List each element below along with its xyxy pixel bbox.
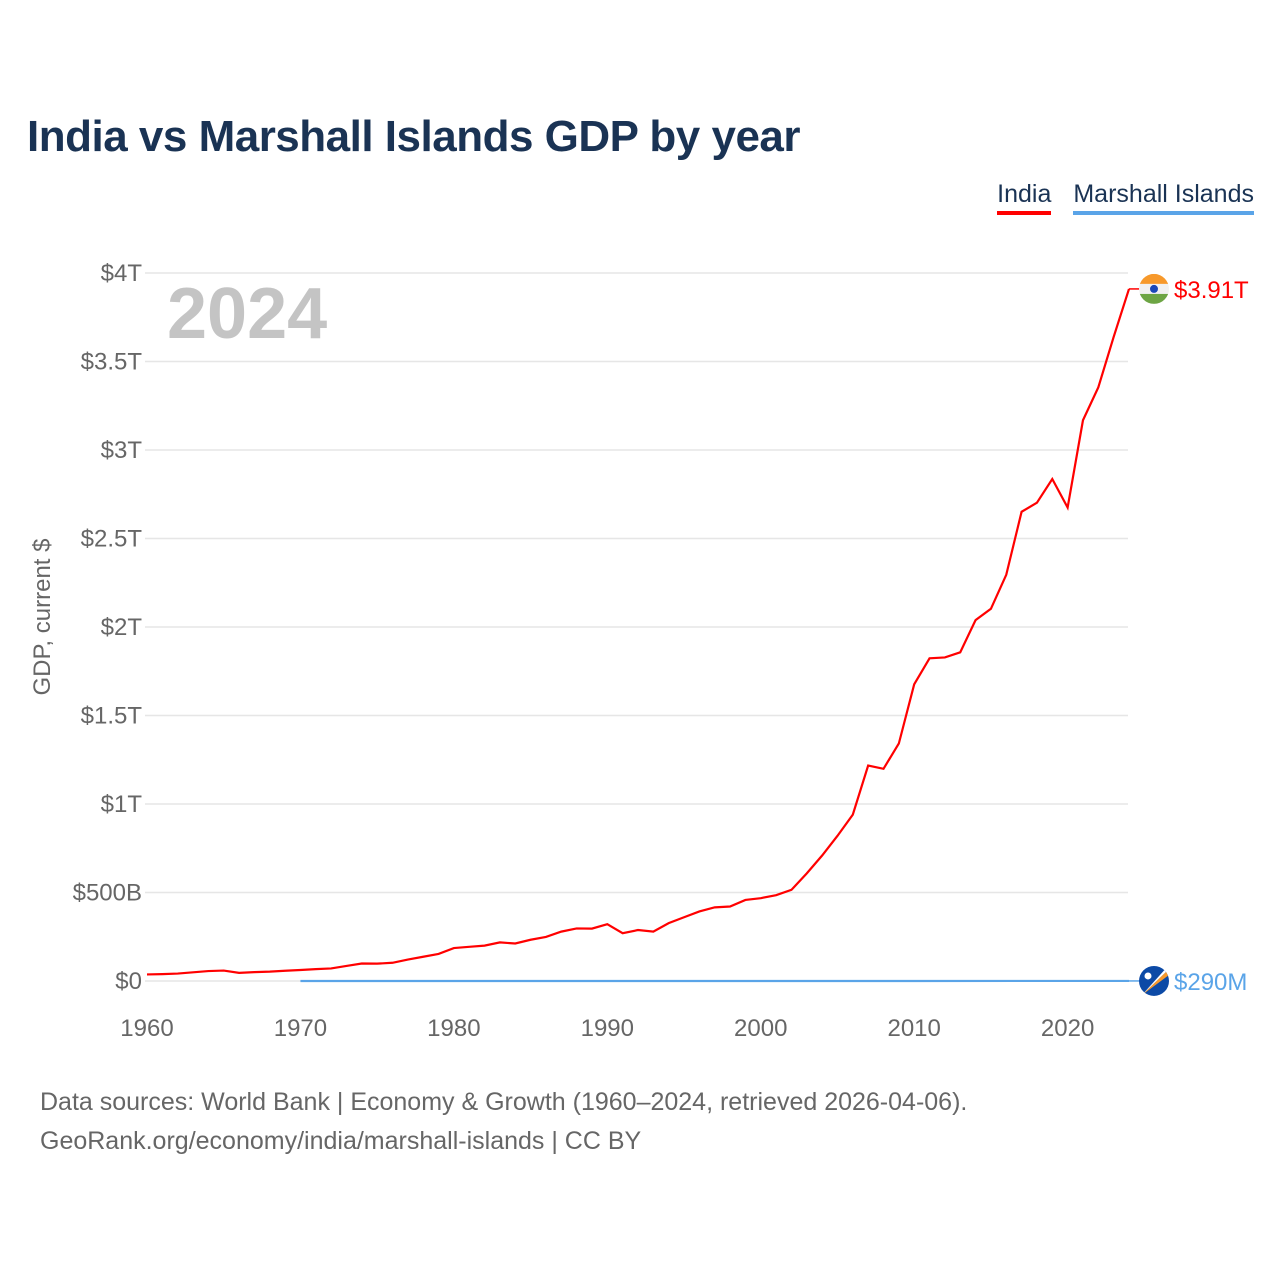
x-tick-label: 1960 [120,1015,173,1042]
y-tick-label: $2.5T [81,526,143,553]
x-tick-label: 2000 [734,1015,787,1042]
y-tick-label: $1T [101,791,143,818]
y-tick-label: $1.5T [81,703,143,730]
series-line-india [146,288,1131,976]
footer: Data sources: World Bank | Economy & Gro… [40,1083,967,1161]
x-tick-label: 1970 [274,1015,327,1042]
y-tick-label: $2T [101,614,143,641]
end-label-india: $3.91T [1174,277,1249,304]
y-tick-label: $3T [101,437,143,464]
source-link[interactable]: GeoRank.org/economy/india/marshall-islan… [40,1127,642,1155]
y-tick-label: $4T [101,260,143,287]
y-axis-label: GDP, current $ [29,539,56,696]
india-flag-icon [1139,273,1169,304]
legend-india[interactable]: India [997,180,1052,215]
end-label-marshall-islands: $290M [1174,969,1247,996]
x-tick-label: 2020 [1041,1015,1094,1042]
y-tick-label: $500B [73,880,142,907]
legend: India Marshall Islands [997,180,1254,215]
x-tick-label: 1980 [427,1015,480,1042]
year-watermark: 2024 [167,274,327,354]
y-tick-label: $3.5T [81,349,143,376]
legend-marshall-islands[interactable]: Marshall Islands [1073,180,1254,215]
x-tick-label: 1990 [581,1015,634,1042]
x-tick-label: 2010 [887,1015,940,1042]
y-tick-label: $0 [115,968,142,995]
chart-title: India vs Marshall Islands GDP by year [27,112,801,161]
data-source: Data sources: World Bank | Economy & Gro… [40,1088,968,1116]
marshall-islands-flag-icon [1139,965,1169,996]
